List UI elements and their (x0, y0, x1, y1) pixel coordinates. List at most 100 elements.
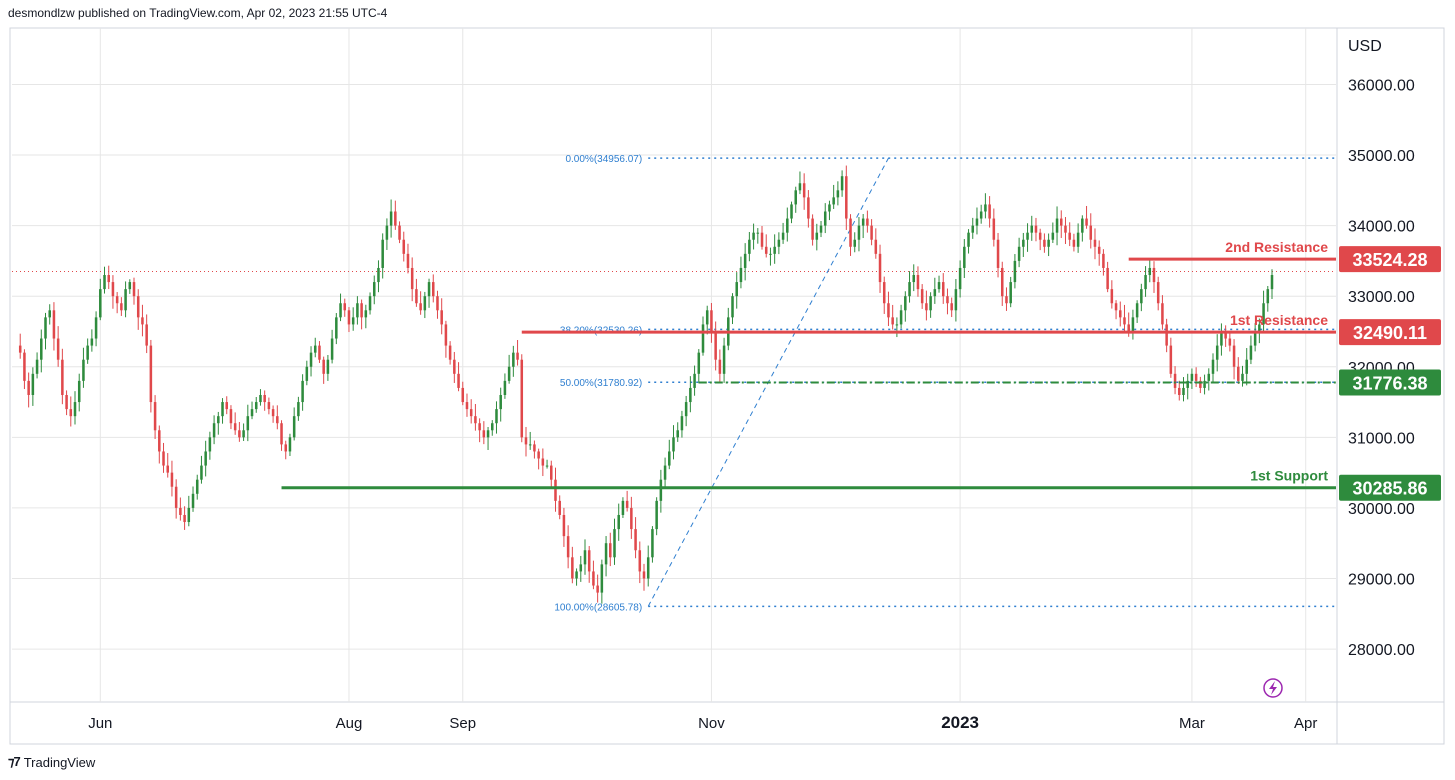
candle-body (878, 253, 882, 283)
candle-body (427, 282, 431, 297)
candle-body (748, 239, 751, 254)
candle-body (874, 239, 878, 254)
candle-body (722, 345, 726, 374)
candle-body (925, 303, 928, 311)
candle-body (743, 253, 747, 268)
candle-body (90, 338, 94, 346)
price-tag-label: 32490.11 (1353, 323, 1427, 343)
candle-body (128, 282, 132, 290)
candle-body (1266, 289, 1270, 304)
price-tag-label: 33524.28 (1352, 250, 1427, 270)
candle-body (1173, 373, 1177, 388)
candle-body (1097, 246, 1101, 254)
candle-body (478, 423, 481, 431)
candle-body (23, 352, 26, 381)
candle-body (1135, 303, 1139, 318)
publish-info: desmondlzw published on TradingView.com,… (8, 6, 388, 20)
candle-body (360, 303, 363, 318)
candle-body (849, 218, 852, 247)
candle-body (769, 253, 772, 255)
lightning-icon[interactable] (1263, 678, 1283, 698)
candle-body (1270, 275, 1274, 290)
candle-body (368, 296, 372, 311)
candle-body (486, 430, 490, 438)
candle-body (554, 479, 557, 501)
candle-body (1215, 345, 1219, 360)
candle-body (609, 543, 612, 558)
candle-body (1207, 373, 1211, 381)
candle-body (672, 437, 675, 452)
candle-body (1245, 359, 1248, 374)
key-levels: 2nd Resistance 33524.28 1st Resistance 3249… (281, 239, 1441, 501)
candle-body (208, 437, 212, 452)
candle-body (1076, 232, 1080, 247)
candle-body (347, 310, 351, 325)
candle-body (870, 225, 873, 240)
candle-body (254, 402, 258, 410)
candle-body (811, 218, 814, 240)
candle-body (482, 430, 486, 438)
candle-body (322, 359, 325, 374)
candle-body (583, 550, 587, 565)
candle-body (558, 500, 561, 515)
candle-body (512, 352, 515, 367)
candle-body (1114, 303, 1118, 311)
candle-body (971, 225, 975, 233)
candle-body (912, 275, 916, 283)
candle-body (453, 359, 456, 374)
x-tick-label: Jun (88, 715, 112, 732)
candle-body (1038, 232, 1042, 240)
candle-body (710, 310, 713, 332)
candle-body (954, 289, 958, 311)
currency-label: USD (1348, 38, 1382, 55)
candle-body (18, 345, 22, 353)
candle-body (1224, 331, 1227, 339)
candle-body (448, 345, 452, 360)
candle-body (335, 317, 338, 339)
candle-body (887, 303, 890, 318)
candle-body (149, 345, 153, 403)
y-tick-label: 36000.00 (1348, 77, 1415, 94)
candle-body (301, 380, 304, 403)
candle-body (52, 310, 56, 339)
candle-body (1199, 380, 1202, 388)
candle-body (1127, 324, 1130, 332)
candle-body (48, 310, 51, 318)
candle-body (718, 359, 722, 374)
fib-level-label: 0.00%(34956.07) (565, 154, 642, 165)
candle-body (162, 451, 165, 466)
candle-body (1026, 232, 1029, 240)
candle-body (217, 416, 220, 424)
footer-brand[interactable]: ⁊7 TradingView (8, 754, 95, 770)
candle-body (31, 373, 35, 395)
candle-body (1220, 331, 1223, 346)
candle-body (714, 331, 717, 360)
candle-body (802, 183, 806, 198)
candle-body (94, 317, 98, 339)
candle-body (566, 536, 570, 558)
candle-body (1152, 267, 1156, 283)
candle-body (339, 303, 342, 318)
candle-body (457, 373, 460, 388)
x-tick-label: Nov (698, 715, 725, 732)
candle-body (541, 458, 545, 466)
candle-body (250, 409, 254, 417)
candle-body (920, 289, 924, 304)
candle-body (491, 423, 494, 431)
candle-body (263, 394, 266, 403)
candle-body (1203, 380, 1206, 388)
candle-body (246, 416, 250, 431)
x-tick-label: Mar (1179, 715, 1205, 732)
candle-body (516, 352, 519, 360)
candle-body (221, 402, 224, 417)
candle-body (929, 296, 932, 311)
candle-body (1055, 218, 1059, 233)
candle-body (204, 451, 207, 466)
candle-body (356, 303, 359, 318)
candle-body (444, 324, 448, 346)
candle-body (638, 550, 642, 572)
candle-body (77, 380, 81, 403)
candle-body (423, 296, 427, 311)
price-tag (1339, 474, 1441, 501)
